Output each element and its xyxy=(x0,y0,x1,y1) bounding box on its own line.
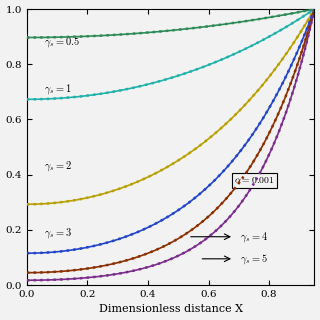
Text: $\gamma_s = 5$: $\gamma_s = 5$ xyxy=(240,252,268,266)
Text: $\alpha = 0.001$: $\alpha = 0.001$ xyxy=(234,175,275,185)
X-axis label: Dimensionless distance X: Dimensionless distance X xyxy=(99,304,243,315)
Text: $\gamma_s = 4$: $\gamma_s = 4$ xyxy=(240,230,268,244)
Text: $\gamma_s = 2$: $\gamma_s = 2$ xyxy=(44,159,72,173)
Text: $\gamma_s = 1$: $\gamma_s = 1$ xyxy=(44,82,72,96)
Text: $\gamma_s = 0.5$: $\gamma_s = 0.5$ xyxy=(44,35,80,49)
Text: $\gamma_s = 3$: $\gamma_s = 3$ xyxy=(44,226,72,239)
